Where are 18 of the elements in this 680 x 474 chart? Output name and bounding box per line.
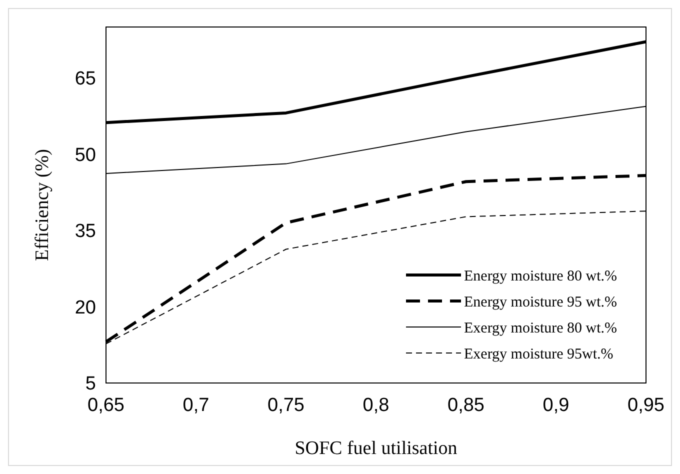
y-tick-label: 50 — [74, 144, 96, 166]
x-tick-label: 0,9 — [542, 395, 570, 416]
y-tick-label: 35 — [74, 221, 96, 242]
y-tick-label: 65 — [74, 68, 96, 90]
legend-label: Energy moisture 80 wt.% — [464, 268, 618, 284]
x-tick-label: 0,8 — [362, 395, 390, 416]
y-tick-label: 20 — [74, 297, 96, 318]
x-tick-label: 0,85 — [448, 395, 484, 416]
legend-label: Exergy moisture 95wt.% — [464, 346, 614, 362]
x-tick-label: 0,95 — [628, 395, 664, 416]
x-tick-label: 0,65 — [88, 395, 124, 416]
y-axis-title: Efficiency (%) — [32, 148, 53, 262]
x-axis-title: SOFC fuel utilisation — [294, 438, 458, 459]
x-tick-label: 0,75 — [268, 395, 304, 416]
x-tick-label: 0,7 — [182, 395, 210, 416]
legend-label: Energy moisture 95 wt.% — [464, 294, 618, 310]
legend-label: Exergy moisture 80 wt.% — [464, 320, 618, 336]
y-tick-label: 5 — [85, 374, 96, 395]
